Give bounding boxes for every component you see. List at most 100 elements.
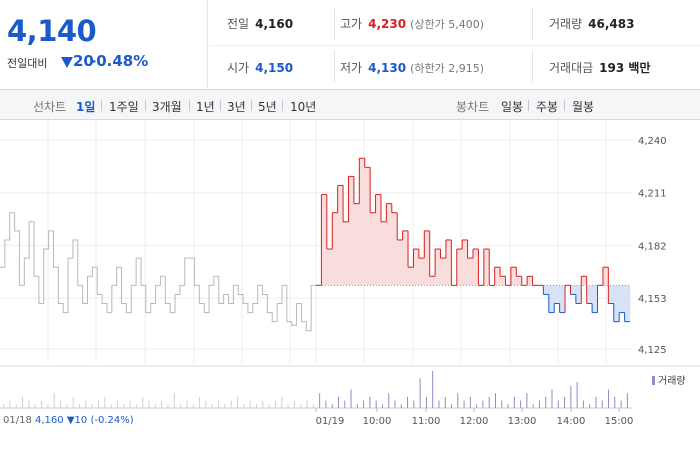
down-area — [613, 285, 620, 322]
prev-day-info: 01/18 4,160 ▼10 (-0.24%) — [3, 415, 134, 426]
up-area — [408, 267, 414, 286]
up-area — [402, 230, 409, 286]
candle-chart-label: 봉차트 — [456, 100, 490, 114]
prev-volume-bar — [262, 400, 264, 408]
volume-bar — [482, 400, 484, 408]
stat-volume: 거래량 46,483 — [549, 17, 635, 31]
tab-3y[interactable]: 3년 — [227, 100, 246, 114]
up-area — [581, 276, 587, 286]
tab-5y[interactable]: 5년 — [258, 100, 277, 114]
prev-volume-bar — [34, 404, 36, 408]
volume-bar — [476, 404, 478, 408]
up-area — [467, 258, 474, 286]
change-value: 20 — [73, 52, 94, 70]
tab-weekly[interactable]: 주봉 — [536, 100, 559, 114]
prev-volume-bar — [230, 400, 232, 408]
stat-high: 고가 4,230 (상한가 5,400) — [340, 17, 484, 31]
prev-volume-bar — [53, 393, 55, 408]
volume-bar — [438, 400, 440, 408]
up-area — [418, 258, 425, 286]
volume-bar — [363, 400, 365, 408]
prev-volume-bar — [15, 404, 17, 408]
down-area — [570, 285, 577, 295]
prev-volume-bar — [312, 404, 314, 408]
volume-bar — [394, 400, 396, 408]
volume-bar — [375, 400, 377, 408]
prev-volume-bar — [72, 396, 74, 408]
down-area — [543, 285, 550, 295]
volume-bar — [350, 389, 352, 408]
prev-volume-bar — [116, 400, 118, 408]
tab-1w[interactable]: 1주일 — [109, 100, 139, 114]
down-area — [624, 285, 631, 322]
up-area — [429, 276, 436, 286]
prev-volume-bar — [9, 400, 11, 408]
stat-prev-close: 전일 4,160 — [227, 17, 294, 31]
volume-bar — [413, 400, 415, 408]
prev-volume-bar — [199, 396, 201, 408]
volume-bar — [381, 404, 383, 408]
volume-bar — [576, 382, 578, 408]
volume-bar — [538, 400, 540, 408]
up-area — [456, 249, 463, 286]
up-area — [424, 230, 430, 286]
prev-volume-bar — [47, 404, 49, 408]
x-tick-label: 01/19 — [316, 416, 345, 427]
volume-bar — [444, 396, 446, 408]
prev-volume-bar — [249, 400, 251, 408]
tab-1d[interactable]: 1일 — [76, 100, 96, 114]
prev-volume-bar — [268, 404, 270, 408]
up-area — [602, 267, 609, 286]
volume-bar — [494, 393, 496, 408]
volume-bar — [337, 396, 339, 408]
prev-volume-bar — [3, 404, 5, 408]
y-tick-label: 4,182 — [638, 241, 667, 252]
down-area — [575, 285, 582, 304]
tab-10y[interactable]: 10년 — [290, 100, 317, 114]
y-tick-label: 4,240 — [638, 136, 667, 147]
prev-volume-bar — [123, 404, 125, 408]
volume-bar — [526, 393, 528, 408]
x-tick-label: 10:00 — [363, 416, 392, 427]
prev-volume-bar — [41, 400, 43, 408]
prev-volume-bar — [85, 400, 87, 408]
down-area — [608, 285, 615, 304]
prev-volume-bar — [211, 404, 213, 408]
volume-bar — [601, 400, 603, 408]
x-tick-label: 12:00 — [460, 416, 489, 427]
volume-bar — [614, 396, 616, 408]
current-price: 4,140 — [7, 14, 97, 48]
x-tick-label: 15:00 — [605, 416, 634, 427]
prev-volume-bar — [300, 404, 302, 408]
down-triangle-icon — [61, 57, 73, 68]
down-area — [554, 285, 560, 304]
prev-volume-bar — [28, 400, 30, 408]
volume-bar — [432, 371, 434, 408]
volume-bar — [582, 400, 584, 408]
prev-volume-bar — [173, 393, 175, 408]
down-area — [559, 285, 566, 313]
tab-1y[interactable]: 1년 — [196, 100, 215, 114]
prev-volume-bar — [224, 404, 226, 408]
up-area — [510, 267, 517, 286]
up-area — [516, 276, 523, 286]
prev-volume-bar — [91, 404, 93, 408]
stat-low: 저가 4,130 (하한가 2,915) — [340, 61, 484, 75]
y-tick-label: 4,125 — [638, 345, 667, 356]
volume-bar — [419, 378, 421, 408]
prev-volume-bar — [306, 400, 308, 408]
tab-daily[interactable]: 일봉 — [501, 100, 524, 114]
chart-tabs: 선차트 1일 1주일 3개월 1년 3년 5년 10년 봉차트 일봉 주봉 월봉 — [0, 90, 700, 120]
volume-bar — [331, 404, 333, 408]
tab-monthly[interactable]: 월봉 — [572, 100, 595, 114]
prev-volume-bar — [293, 400, 295, 408]
up-area — [445, 239, 452, 286]
prev-volume-bar — [60, 400, 62, 408]
volume-bar — [463, 400, 465, 408]
tab-3m[interactable]: 3개월 — [152, 100, 182, 114]
stat-open: 시가 4,150 — [227, 61, 294, 75]
volume-bar — [425, 396, 427, 408]
volume-bar — [513, 396, 515, 408]
prev-volume-bar — [22, 396, 24, 408]
price-chart[interactable]: 4,240 4,211 4,182 4,153 4,125 01/19 10:00 11:00… — [0, 121, 700, 450]
